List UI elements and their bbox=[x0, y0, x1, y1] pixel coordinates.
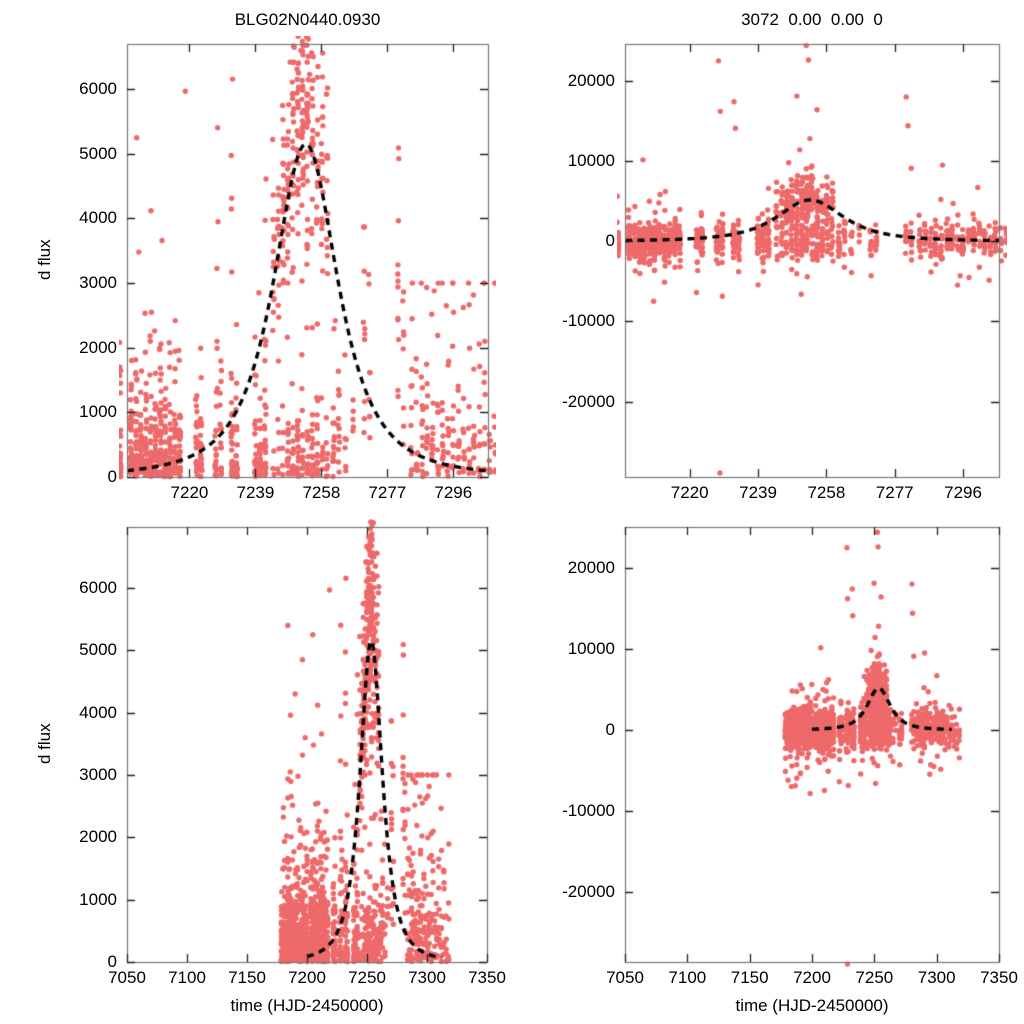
y-tick-label: 4000 bbox=[79, 208, 117, 228]
y-tick-label: -20000 bbox=[562, 881, 615, 901]
x-tick-label: 7220 bbox=[170, 483, 209, 502]
y-tick-label: 3000 bbox=[79, 273, 117, 293]
y-tick-label: 0 bbox=[107, 952, 117, 971]
x-tick-label: 7277 bbox=[368, 483, 407, 502]
x-tick-label: 7239 bbox=[739, 483, 777, 502]
x-tick-label: 7350 bbox=[980, 968, 1018, 987]
x-tick-label: 7100 bbox=[668, 968, 707, 987]
y-tick-label: -10000 bbox=[562, 311, 615, 331]
x-tick-label: 7220 bbox=[670, 483, 709, 502]
x-tick-label: 7100 bbox=[168, 968, 206, 987]
x-tick-label: 7258 bbox=[807, 483, 846, 502]
x-axis-label-bottom-left: time (HJD-2450000) bbox=[230, 996, 384, 1015]
x-axis-label-bottom-right: time (HJD-2450000) bbox=[735, 996, 889, 1015]
scatter-canvas-top-left bbox=[119, 36, 496, 485]
y-tick-label: 1000 bbox=[79, 402, 117, 422]
y-tick-label: 1000 bbox=[79, 889, 117, 909]
y-tick-label: 3000 bbox=[79, 765, 117, 785]
x-tick-label: 7277 bbox=[875, 483, 914, 502]
y-tick-label: 20000 bbox=[567, 70, 615, 90]
x-tick-label: 7258 bbox=[302, 483, 341, 502]
y-tick-label: 10000 bbox=[567, 638, 615, 658]
y-tick-label: 20000 bbox=[567, 557, 615, 577]
y-tick-label: 0 bbox=[605, 231, 615, 251]
y-tick-label: 6000 bbox=[79, 578, 117, 598]
y-tick-label: 0 bbox=[605, 719, 615, 739]
x-tick-label: 7150 bbox=[730, 968, 769, 987]
x-tick-label: 7150 bbox=[228, 968, 266, 987]
panel-title-top-left: BLG02N0440.0930 bbox=[234, 10, 381, 29]
y-tick-label: -10000 bbox=[562, 800, 615, 820]
x-tick-label: 7296 bbox=[944, 483, 982, 502]
y-tick-label: 2000 bbox=[79, 827, 117, 847]
panel-title-top-right: 3072 0.00 0.00 0 bbox=[741, 10, 883, 29]
y-axis-label-bottom-left: d flux bbox=[35, 723, 54, 765]
y-tick-label: 2000 bbox=[79, 337, 117, 357]
x-tick-label: 7300 bbox=[917, 968, 956, 987]
x-tick-label: 7250 bbox=[855, 968, 894, 987]
scatter-canvas-top-right bbox=[617, 36, 1007, 485]
y-tick-label: 0 bbox=[107, 467, 117, 486]
x-tick-label: 7300 bbox=[408, 968, 446, 987]
x-tick-label: 7050 bbox=[108, 968, 146, 987]
x-tick-label: 7250 bbox=[348, 968, 386, 987]
x-tick-label: 7200 bbox=[288, 968, 326, 987]
scatter-canvas-bottom-left bbox=[119, 519, 495, 970]
scatter-canvas-bottom-right bbox=[617, 519, 1007, 970]
y-tick-label: 5000 bbox=[79, 143, 117, 163]
x-tick-label: 7296 bbox=[434, 483, 473, 502]
x-tick-label: 7050 bbox=[606, 968, 644, 987]
x-tick-label: 7350 bbox=[468, 968, 506, 987]
y-tick-label: 4000 bbox=[79, 702, 117, 722]
x-tick-label: 7200 bbox=[793, 968, 831, 987]
y-tick-label: 5000 bbox=[79, 640, 117, 660]
y-tick-label: 10000 bbox=[567, 151, 615, 171]
y-tick-label: 6000 bbox=[79, 79, 117, 99]
y-tick-label: -20000 bbox=[562, 391, 615, 411]
x-tick-label: 7239 bbox=[236, 483, 275, 502]
